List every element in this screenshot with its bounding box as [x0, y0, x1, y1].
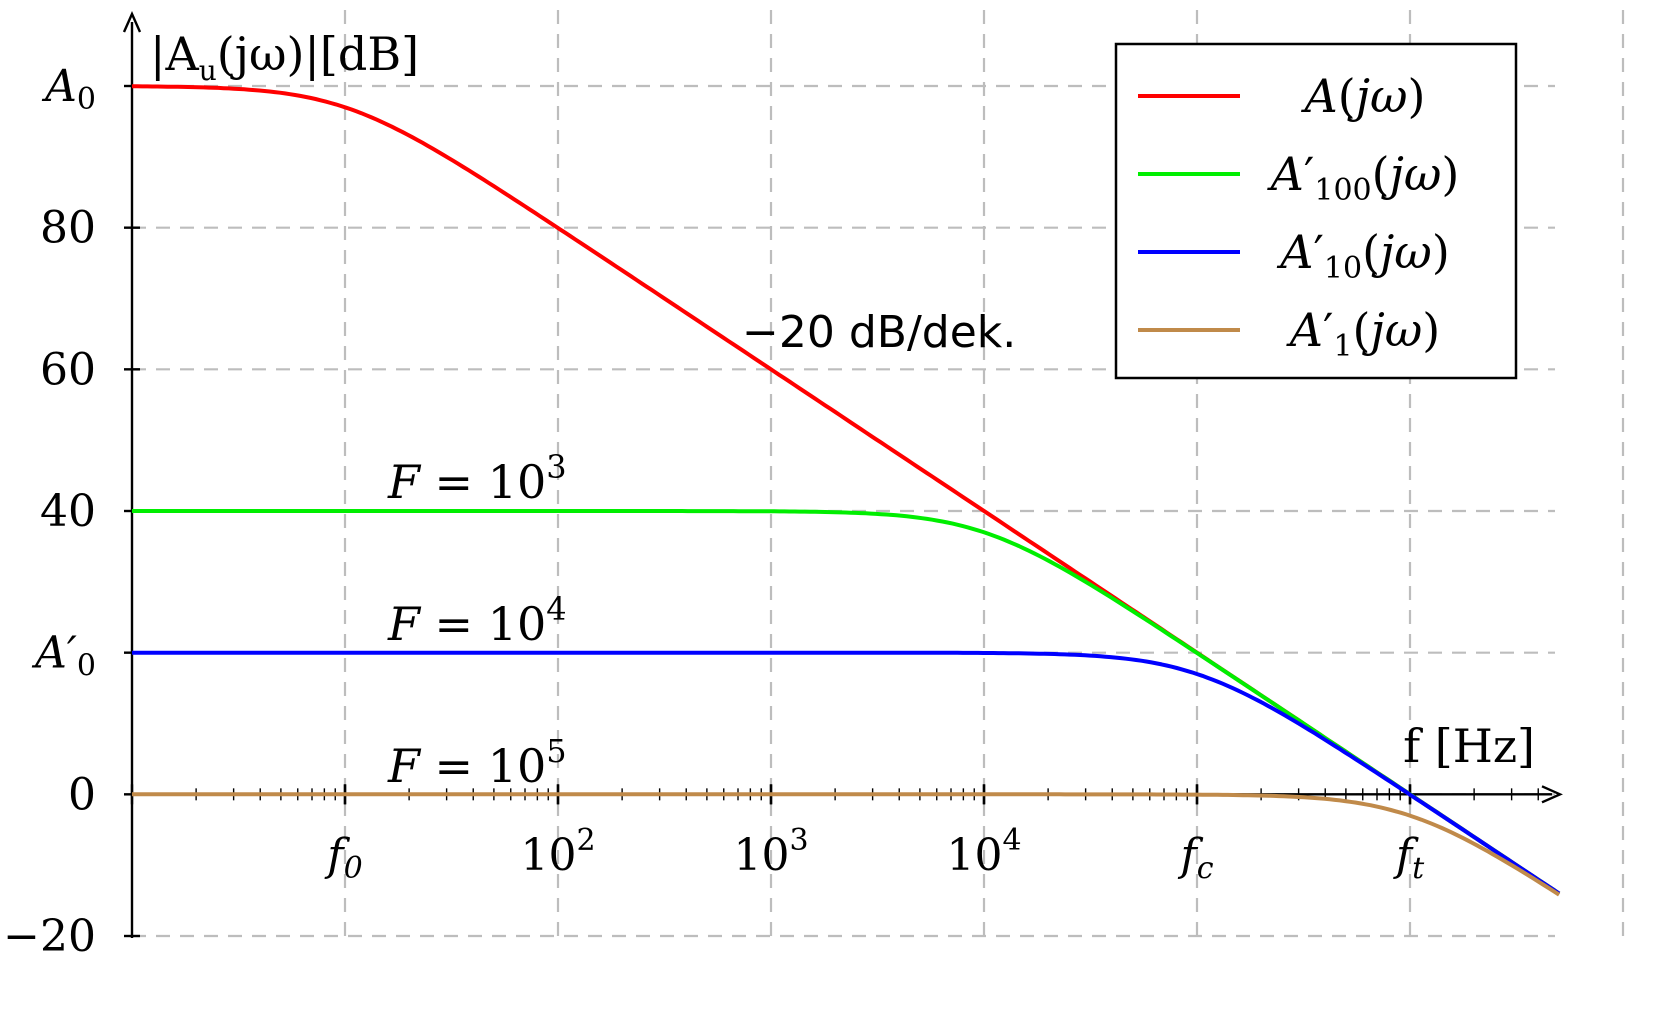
annotation-f1000: F = 103 [387, 448, 567, 509]
annotation-f100000: F = 105 [387, 732, 567, 793]
labels: A0 80 60 40 A′0 0 −20 f0 102 103 104 fc ft |Au(jω)|[d… [3, 27, 1535, 962]
curves [132, 84, 1561, 897]
legend-label-3: A′1(jω) [1286, 303, 1440, 364]
series-line-2 [132, 650, 1561, 896]
y-tick-label: 40 [40, 486, 96, 537]
annotation-f10000: F = 104 [387, 590, 567, 651]
x-tick-label: f0 [324, 830, 362, 886]
x-tick-label: 103 [733, 823, 808, 881]
legend-label-1: A′100(jω) [1267, 147, 1460, 208]
y-axis-label: |Au(jω)|[dB] [150, 27, 419, 87]
x-axis-label: f [Hz] [1403, 719, 1535, 773]
y-tick-label: 60 [40, 344, 96, 395]
legend-box [1114, 42, 1518, 380]
x-tick-label: 102 [520, 823, 595, 881]
y-tick-label: A′0 [31, 628, 96, 684]
legend: A(jω) A′100(jω) A′10(jω) A′1(jω) [1114, 42, 1518, 380]
legend-label-2: A′10(jω) [1276, 225, 1450, 286]
legend-label-0: A(jω) [1301, 69, 1426, 123]
y-tick-label: −20 [3, 911, 96, 962]
x-tick-label: 104 [946, 823, 1021, 881]
annotation-slope: −20 dB/dek. [742, 307, 1016, 358]
y-tick-label: A0 [41, 61, 96, 117]
y-tick-label: 80 [40, 203, 96, 254]
y-axis-arrowhead [122, 11, 142, 33]
x-tick-label: ft [1393, 830, 1425, 886]
x-axis-arrowhead [1541, 785, 1563, 804]
y-tick-label: 0 [68, 769, 96, 820]
x-tick-label: fc [1177, 830, 1213, 886]
series-line-3 [132, 792, 1561, 897]
